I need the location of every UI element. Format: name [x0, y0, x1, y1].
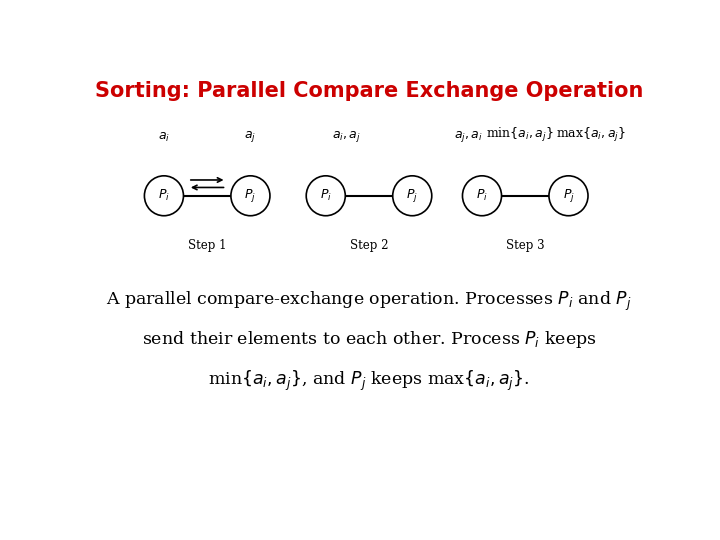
Text: Step 3: Step 3 [506, 239, 544, 252]
Text: $P_j$: $P_j$ [406, 187, 418, 204]
Text: $P_i$: $P_i$ [158, 188, 170, 204]
Ellipse shape [462, 176, 502, 216]
Text: $P_i$: $P_i$ [320, 188, 332, 204]
Text: min$\{a_i,a_j\}$, and $P_j$ keeps max$\{a_i, a_j\}$.: min$\{a_i,a_j\}$, and $P_j$ keeps max$\{… [208, 368, 530, 393]
Text: $a_i$: $a_i$ [158, 131, 170, 144]
Ellipse shape [549, 176, 588, 216]
Text: $a_j, a_i$: $a_j, a_i$ [454, 129, 482, 144]
Text: A parallel compare-exchange operation. Processes $P_i$ and $P_j$: A parallel compare-exchange operation. P… [107, 289, 631, 313]
Text: Step 2: Step 2 [350, 239, 388, 252]
Text: Step 1: Step 1 [188, 239, 226, 252]
Text: $a_i, a_j$: $a_i, a_j$ [332, 129, 361, 144]
Text: min$\{a_i, a_j\}$: min$\{a_i, a_j\}$ [486, 126, 554, 144]
Text: Sorting: Parallel Compare Exchange Operation: Sorting: Parallel Compare Exchange Opera… [95, 82, 643, 102]
Text: send their elements to each other. Process $P_i$ keeps: send their elements to each other. Proce… [142, 329, 596, 350]
Ellipse shape [231, 176, 270, 216]
Text: max$\{a_i, a_j\}$: max$\{a_i, a_j\}$ [556, 126, 626, 144]
Text: $P_j$: $P_j$ [562, 187, 575, 204]
Ellipse shape [392, 176, 432, 216]
Ellipse shape [145, 176, 184, 216]
Ellipse shape [306, 176, 346, 216]
Text: $a_j$: $a_j$ [244, 129, 256, 144]
Text: $P_i$: $P_i$ [476, 188, 488, 204]
Text: $P_j$: $P_j$ [245, 187, 256, 204]
